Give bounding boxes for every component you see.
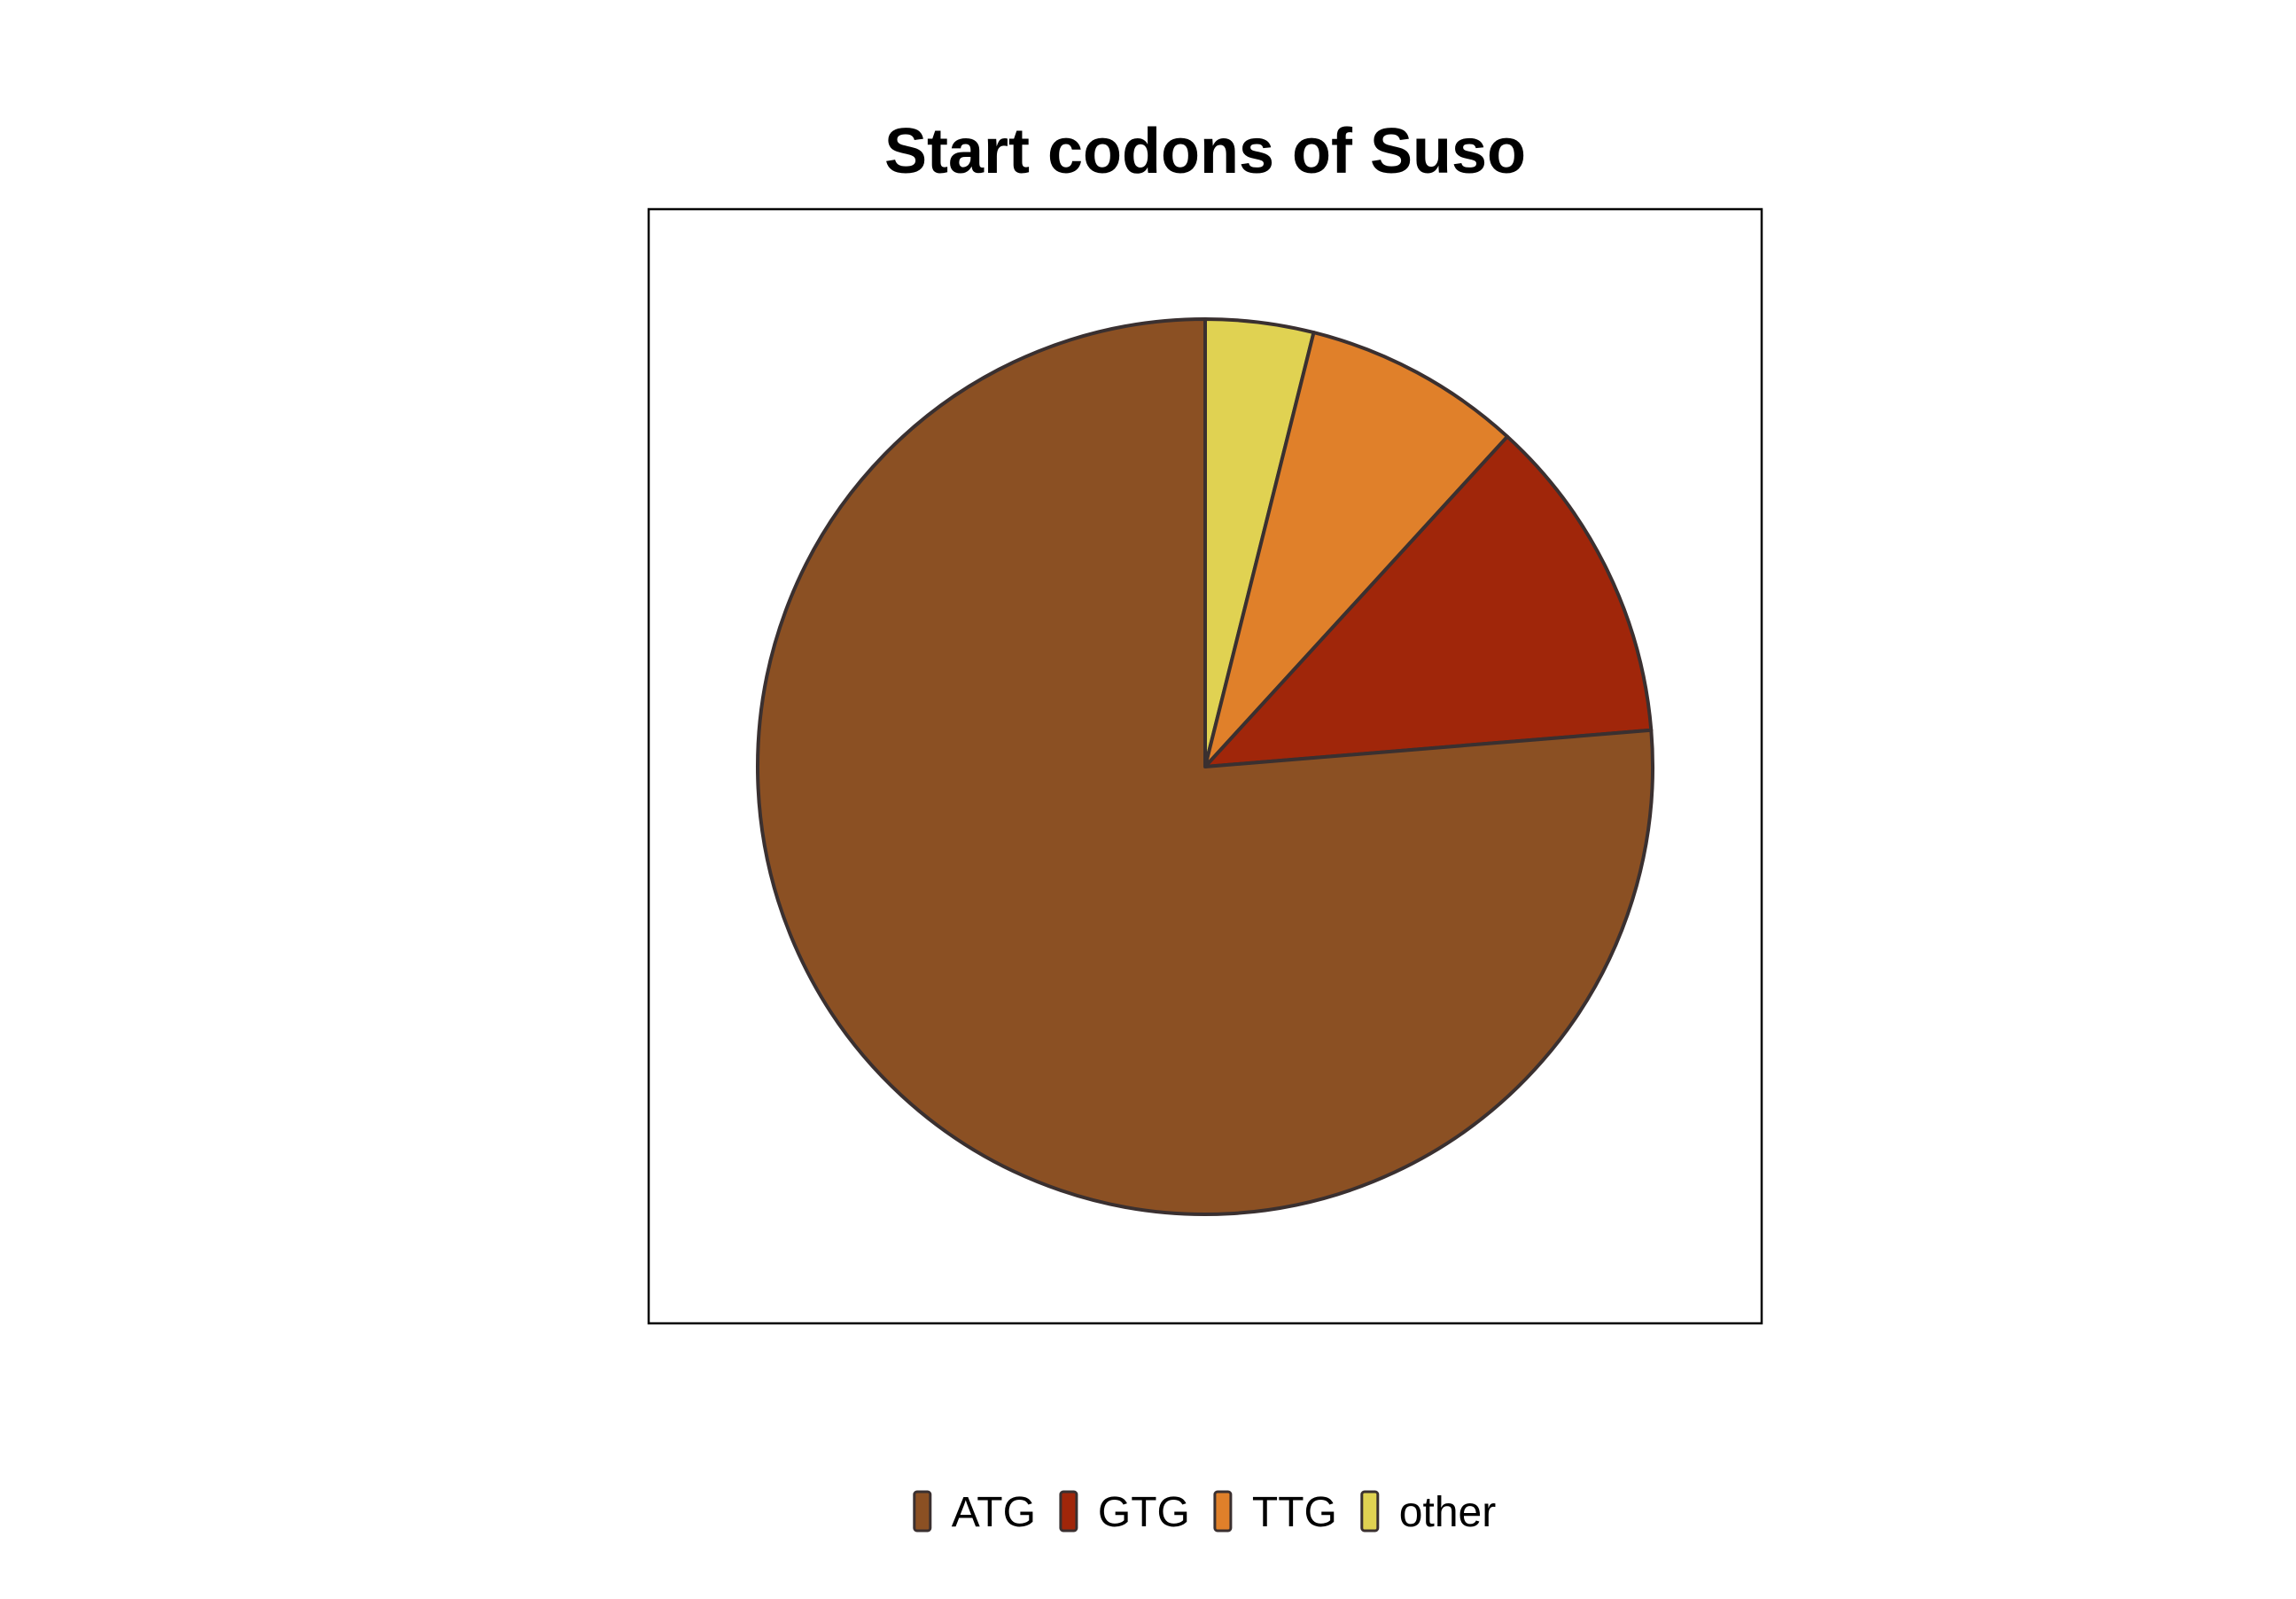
- pie-slice-gtg: [1203, 434, 1654, 768]
- legend: ATG GTG TTG other: [913, 1489, 1496, 1536]
- legend-label-other: other: [1399, 1489, 1496, 1536]
- legend-label-gtg: GTG: [1098, 1489, 1190, 1536]
- legend-key-other: [1360, 1490, 1380, 1533]
- legend-key-gtg: [1059, 1490, 1078, 1533]
- plot-frame: [647, 207, 1763, 1325]
- pie-slice-ttg: [1203, 331, 1510, 768]
- legend-key-atg: [913, 1490, 932, 1533]
- pie-slices: [756, 317, 1654, 1216]
- legend-key-ttg: [1213, 1490, 1233, 1533]
- chart-title: Start codons of Suso: [884, 116, 1526, 187]
- legend-label-ttg: TTG: [1252, 1489, 1337, 1536]
- pie-slice-atg: [756, 317, 1654, 1216]
- legend-label-atg: ATG: [952, 1489, 1036, 1536]
